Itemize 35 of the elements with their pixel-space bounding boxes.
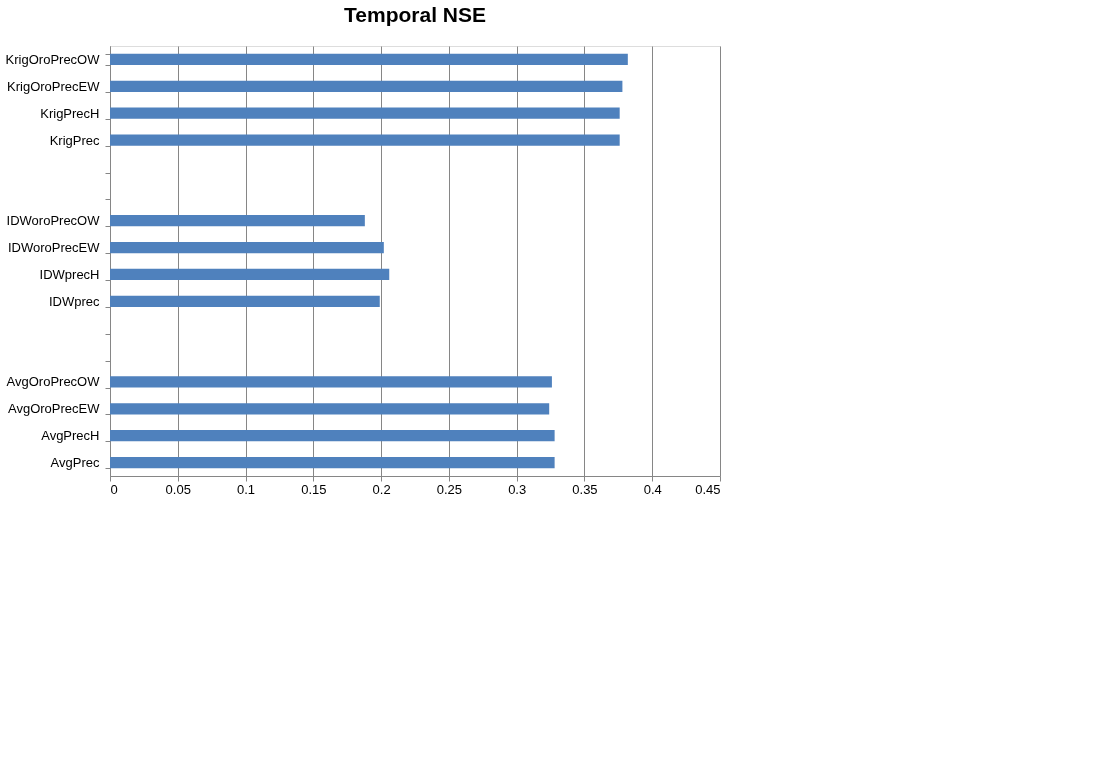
x-tick-label: 0.35	[572, 481, 598, 497]
bar	[110, 215, 365, 227]
bar	[110, 456, 555, 469]
y-tick-label: AvgPrec	[50, 455, 100, 471]
bar	[110, 241, 384, 254]
bar	[110, 53, 628, 66]
x-tick-label: 0.45	[695, 481, 721, 497]
bar	[110, 134, 620, 146]
y-tick-label: IDWprecH	[39, 266, 100, 282]
bar	[110, 268, 390, 281]
x-tick-label: 0.25	[436, 481, 463, 497]
y-tick-label: IDWoroPrecEW	[8, 240, 101, 256]
bar	[110, 376, 552, 388]
chart-title: Temporal NSE	[344, 3, 486, 26]
y-tick-label: KrigPrecH	[40, 105, 100, 121]
y-tick-label: IDWprec	[48, 293, 100, 309]
bar	[110, 107, 620, 119]
x-tick-label: 0.3	[508, 481, 527, 497]
x-tick-label: 0.2	[372, 481, 391, 497]
x-tick-label: 0.1	[237, 481, 256, 497]
y-tick-label: AvgPrecH	[41, 428, 100, 444]
y-tick-label: AvgOroPrecOW	[6, 374, 101, 390]
bar	[110, 430, 555, 442]
x-tick-label: 0.05	[165, 481, 191, 497]
x-tick-label: 0	[110, 481, 118, 497]
x-tick-label: 0.15	[301, 481, 327, 497]
y-tick-label: IDWoroPrecOW	[6, 213, 101, 229]
x-tick-label: 0.4	[643, 481, 662, 497]
y-tick-label: AvgOroPrecEW	[7, 401, 101, 417]
y-tick-label: KrigOroPrecEW	[7, 78, 101, 94]
bar	[110, 295, 380, 307]
y-tick-label: KrigPrec	[49, 132, 100, 148]
bar	[110, 403, 550, 415]
y-tick-label: KrigOroPrecOW	[5, 51, 101, 67]
bar	[110, 80, 623, 92]
